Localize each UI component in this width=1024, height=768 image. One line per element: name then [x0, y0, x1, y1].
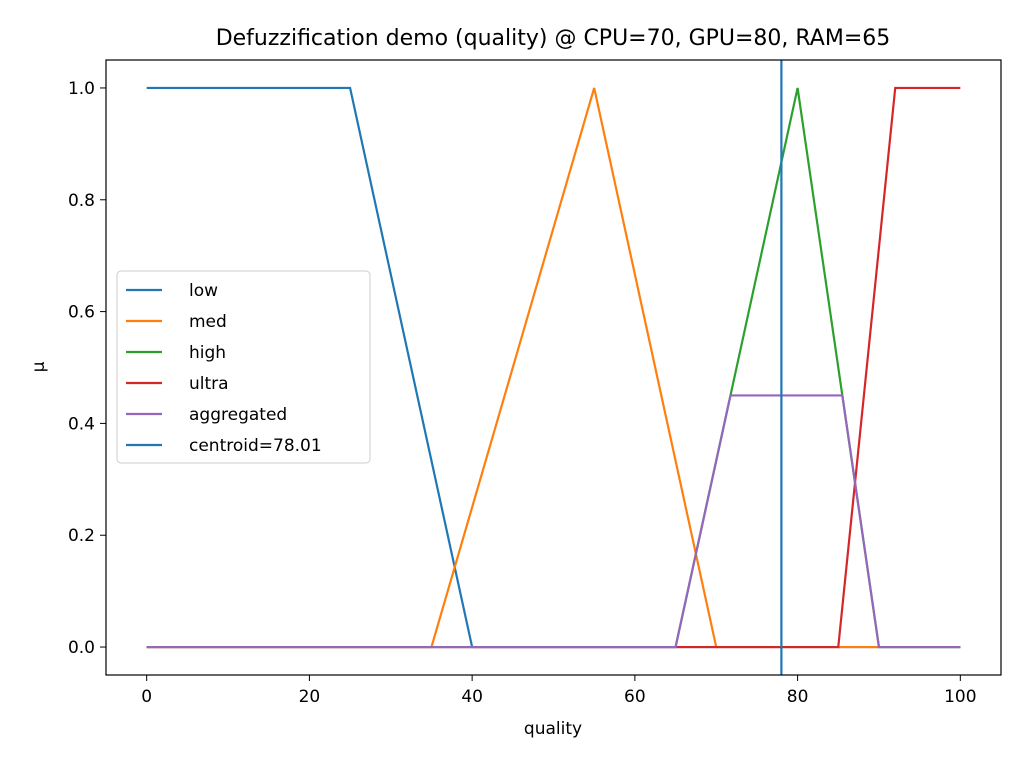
legend-box — [116, 270, 371, 464]
x-axis-label: quality — [524, 719, 582, 739]
x-tick-label: 100 — [944, 687, 976, 707]
legend-label: ultra — [189, 374, 229, 394]
legend-label: aggregated — [189, 405, 287, 425]
plot-frame — [105, 59, 1002, 676]
y-axis: 0.0 0.2 0.4 0.6 0.8 1.0 — [68, 79, 106, 658]
x-tick-label: 80 — [787, 687, 809, 707]
legend-label: centroid=78.01 — [189, 436, 322, 456]
y-tick-label: 0.2 — [68, 526, 95, 546]
y-tick-label: 0.6 — [68, 303, 95, 323]
legend-label: low — [189, 281, 218, 301]
x-tick-label: 20 — [299, 687, 321, 707]
y-axis-label: μ — [29, 361, 49, 372]
series-line-aggregated — [146, 394, 961, 649]
plot-lines — [146, 60, 961, 675]
chart-title: Defuzzification demo (quality) @ CPU=70,… — [216, 26, 891, 51]
legend: low med high ultra aggregated centroid=78.01 — [116, 270, 371, 464]
x-tick-label: 60 — [624, 687, 646, 707]
y-tick-label: 0.0 — [68, 638, 95, 658]
legend-label: med — [189, 312, 227, 332]
x-tick-label: 0 — [141, 687, 152, 707]
y-tick-label: 1.0 — [68, 79, 95, 99]
x-axis: 0 20 40 60 80 100 — [141, 675, 977, 707]
y-tick-label: 0.4 — [68, 414, 95, 434]
x-tick-label: 40 — [461, 687, 483, 707]
y-tick-label: 0.8 — [68, 191, 95, 211]
legend-label: high — [189, 343, 226, 363]
